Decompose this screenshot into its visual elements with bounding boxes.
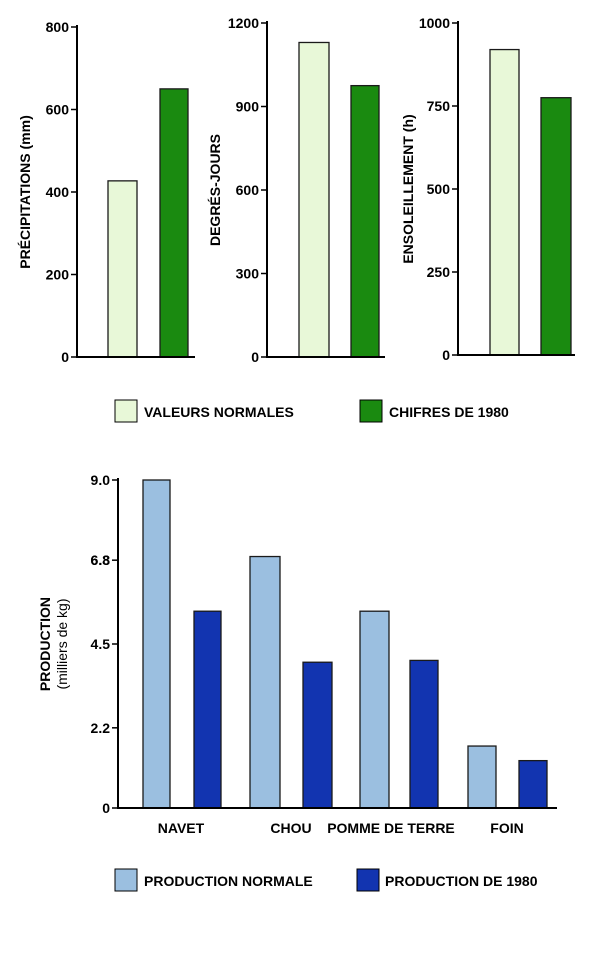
bar: [249, 555, 281, 809]
y-tick-label: 300: [236, 266, 260, 282]
category-label: NAVET: [158, 820, 205, 836]
bar: [298, 41, 330, 358]
legend-top: VALEURS NORMALES CHIFRES DE 1980: [114, 399, 509, 423]
legend-swatch-normales: [114, 399, 138, 423]
chart-1: 0 200 400 600 800 PRÉCIPITATIONS (mm): [17, 19, 195, 365]
y-tick-label: 750: [427, 98, 451, 114]
legend-label-normales: VALEURS NORMALES: [144, 404, 294, 420]
category-label: FOIN: [490, 820, 523, 836]
bar: [193, 610, 222, 809]
y-tick-label-overlay: 6.3: [91, 552, 111, 568]
y-axis-subtitle: (milliers de kg): [54, 598, 70, 689]
y-axis-title: PRÉCIPITATIONS (mm): [17, 115, 33, 269]
y-tick-label: 4.5: [91, 636, 111, 652]
category-label: CHOU: [270, 820, 311, 836]
y-tick-label: 0: [442, 347, 450, 363]
legend-bottom: PRODUCTION NORMALE PRODUCTION DE 1980: [114, 868, 538, 892]
y-axis-title: ENSOLEILLEMENT (h): [400, 114, 416, 263]
category-label: POMME DE TERRE: [327, 820, 455, 836]
bar: [107, 180, 138, 358]
y-tick-label: 2.2: [91, 720, 111, 736]
legend-swatch-production-normale: [114, 868, 138, 892]
bar: [489, 48, 520, 356]
bar: [409, 659, 439, 809]
legend-label-production-1980: PRODUCTION DE 1980: [385, 873, 538, 889]
y-tick-label: 600: [46, 102, 70, 118]
chart-3: 0 250 500 750 1000 ENSOLEILLEMENT (h): [400, 15, 575, 363]
y-tick-label: 9.0: [91, 472, 111, 488]
chart-4: 0 2.2 4.5 6.8 9.0 6.3 NAVET CHOU POMME DE TERRE F…: [37, 472, 557, 836]
y-tick-label: 900: [236, 99, 260, 115]
y-tick-label: 600: [236, 182, 260, 198]
y-axis-title: DEGRÉS-JOURS: [207, 134, 223, 246]
y-tick-label: 800: [46, 19, 70, 35]
legend-label-production-normale: PRODUCTION NORMALE: [144, 873, 313, 889]
chart-2: 0 300 600 900 1200 DEGRÉS-JOURS: [207, 15, 385, 365]
legend-label-1980: CHIFRES DE 1980: [389, 404, 509, 420]
bar: [540, 97, 572, 356]
bar: [518, 759, 548, 809]
bar: [142, 479, 171, 809]
bar: [359, 610, 390, 809]
y-tick-label: 1000: [419, 15, 450, 31]
bar: [467, 745, 497, 809]
y-tick-label: 0: [102, 800, 110, 816]
y-tick-label: 0: [251, 349, 259, 365]
legend-swatch-1980: [359, 399, 383, 423]
y-tick-label: 6.8: [91, 552, 111, 568]
y-axis-title: PRODUCTION: [37, 597, 53, 691]
bar: [302, 661, 333, 809]
y-tick-label: 400: [46, 184, 70, 200]
y-tick-label: 250: [427, 264, 451, 280]
y-tick-label: 200: [46, 267, 70, 283]
y-tick-label: 1200: [228, 15, 259, 31]
bar: [350, 84, 380, 358]
y-tick-label: 0: [61, 349, 69, 365]
legend-swatch-production-1980: [356, 868, 380, 892]
y-tick-label: 500: [427, 181, 451, 197]
bar: [159, 88, 189, 358]
charts-layer: 0 200 400 600 800 PRÉCIPITATIONS (mm) 0 300 600 9…: [17, 15, 575, 836]
